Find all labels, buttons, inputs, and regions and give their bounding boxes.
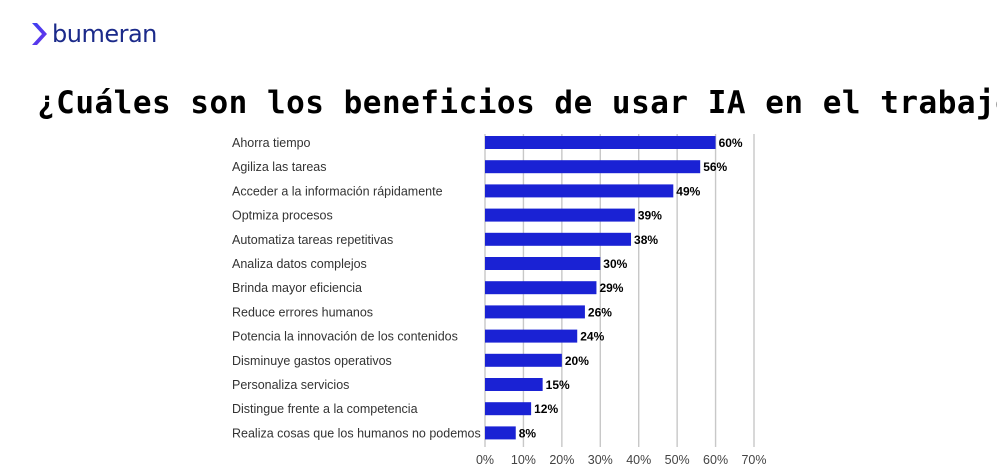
category-label-11: Personaliza servicios [232,378,349,392]
chart-title: ¿Cuáles son los beneficios de usar IA en… [37,85,997,121]
x-tick-label-50: 50% [665,453,690,467]
category-label-7: Brinda mayor eficiencia [232,281,362,295]
data-label-3: 49% [676,184,700,198]
x-tick-label-0: 0% [476,453,494,467]
bar-12 [485,402,532,416]
data-label-12: 12% [534,402,558,416]
category-label-12: Distingue frente a la competencia [232,402,418,416]
bar-11 [485,378,543,391]
x-tick-label-20: 20% [549,453,574,467]
data-label-8: 26% [588,305,612,319]
category-label-10: Disminuye gastos operativos [232,354,392,368]
category-label-9: Potencia la innovación de los contenidos [232,330,458,344]
data-label-9: 24% [580,330,604,344]
bar-7 [485,281,597,295]
data-label-13: 8% [519,426,537,440]
data-label-10: 20% [565,354,589,368]
data-label-1: 60% [719,136,743,150]
category-label-5: Automatiza tareas repetitivas [232,233,393,247]
category-labels: Ahorra tiempo Agiliza las tareas Acceder a… [232,136,481,440]
category-label-3: Acceder a la información rápidamente [232,184,443,198]
x-axis-tick-labels: 0% 10% 20% 30% 40% 50% 60% 70% [476,453,767,467]
data-label-5: 38% [634,233,658,247]
bar-1 [485,136,716,149]
brand-name: bumeran [52,20,157,48]
bar-9 [485,329,578,343]
x-tick-label-60: 60% [703,453,728,467]
bar-4 [485,208,635,222]
category-label-1: Ahorra tiempo [232,136,311,150]
bumeran-chevron-icon [32,23,47,45]
bar-8 [485,305,585,319]
category-label-13: Realiza cosas que los humanos no podemos [232,426,481,440]
x-tick-label-70: 70% [741,453,766,467]
bar-6 [485,257,601,270]
data-labels: 60% 56%49% 39% 38% 30% 29% 26% 24% 20% 15% 12% 8% [519,136,743,440]
bar-3 [485,184,674,198]
bar-2 [485,160,701,174]
bumeran-logo: bumeran [30,20,157,48]
x-tick-label-10: 10% [511,453,536,467]
category-label-6: Analiza datos complejos [232,257,367,271]
data-label-4: 39% [638,209,662,223]
data-label-2: 56% [703,160,727,174]
category-label-8: Reduce errores humanos [232,305,373,319]
bar-5 [485,232,632,246]
data-label-6: 30% [603,257,627,271]
x-tick-label-40: 40% [626,453,651,467]
data-label-7: 29% [599,281,623,295]
category-label-4: Optmiza procesos [232,209,333,223]
data-label-11: 15% [546,378,570,392]
category-label-2: Agiliza las tareas [232,160,327,174]
bars [485,136,716,440]
bar-13 [485,426,516,440]
x-tick-label-30: 30% [588,453,613,467]
bar-10 [485,353,562,367]
